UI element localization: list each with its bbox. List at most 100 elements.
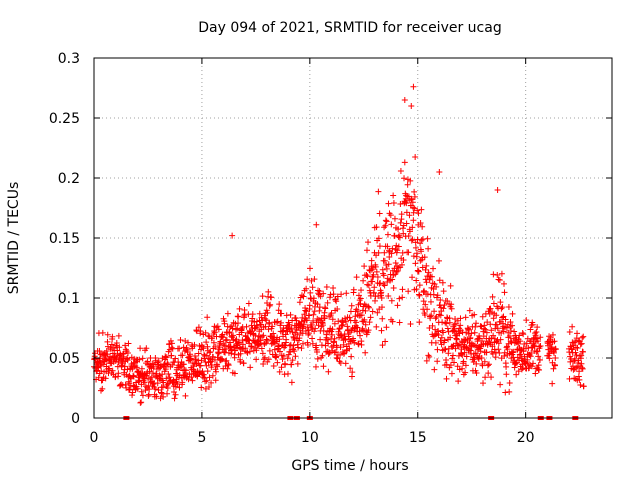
data-point: [276, 301, 283, 308]
y-tick-label: 0.25: [49, 111, 80, 127]
data-point: [298, 345, 305, 352]
data-point: [138, 365, 145, 372]
data-point: [333, 354, 340, 361]
data-point: [499, 304, 506, 311]
data-point: [481, 322, 488, 329]
data-point: [99, 377, 106, 384]
data-point: [266, 347, 273, 354]
data-point: [264, 337, 271, 344]
data-point: [455, 378, 462, 385]
data-point: [310, 311, 317, 318]
data-point: [139, 392, 146, 399]
data-point: [305, 330, 312, 337]
data-point: [418, 237, 425, 244]
data-point: [552, 362, 559, 369]
data-point: [568, 346, 575, 353]
data-point: [572, 349, 579, 356]
data-point: [362, 321, 369, 328]
data-point: [323, 283, 330, 290]
data-point: [376, 243, 383, 250]
data-point: [533, 348, 540, 355]
data-point: [345, 333, 352, 340]
data-point: [549, 331, 556, 338]
data-point: [214, 363, 221, 370]
data-point: [527, 353, 534, 360]
data-point: [95, 374, 102, 381]
data-point: [515, 368, 522, 375]
data-point: [270, 362, 277, 369]
data-point: [275, 307, 282, 314]
data-point: [481, 358, 488, 365]
data-point: [480, 333, 487, 340]
data-point: [466, 307, 473, 314]
data-point: [441, 302, 448, 309]
data-point: [405, 288, 412, 295]
data-point: [168, 340, 175, 347]
data-point: [355, 340, 362, 347]
data-point: [413, 277, 420, 284]
data-point: [382, 217, 389, 224]
data-point: [326, 294, 333, 301]
data-point: [370, 289, 377, 296]
data-point: [376, 210, 383, 217]
data-point: [145, 391, 152, 398]
data-point: [226, 329, 233, 336]
data-point: [207, 349, 214, 356]
data-point: [109, 333, 116, 340]
data-point: [580, 383, 587, 390]
data-point: [483, 329, 490, 336]
data-point: [231, 354, 238, 361]
data-point: [405, 233, 412, 240]
data-point: [300, 293, 307, 300]
data-point: [176, 345, 183, 352]
data-point: [445, 328, 452, 335]
data-point: [304, 342, 311, 349]
data-point: [316, 288, 323, 295]
data-point: [415, 210, 422, 217]
data-point: [580, 333, 587, 340]
data-point: [439, 347, 446, 354]
data-point: [217, 338, 224, 345]
data-point: [416, 291, 423, 298]
data-point: [406, 228, 413, 235]
data-point: [317, 336, 324, 343]
data-point: [395, 243, 402, 250]
data-point: [163, 354, 170, 361]
data-point: [416, 282, 423, 289]
data-point: [343, 290, 350, 297]
data-point: [375, 235, 382, 242]
data-point: [283, 312, 290, 319]
data-point: [473, 360, 480, 367]
data-point: [284, 370, 291, 377]
data-point: [443, 375, 450, 382]
data-point: [566, 349, 573, 356]
data-point: [289, 329, 296, 336]
data-point: [324, 299, 331, 306]
data-point: [246, 348, 253, 355]
data-point: [103, 347, 110, 354]
data-point: [408, 237, 415, 244]
data-point: [242, 345, 249, 352]
data-point: [203, 377, 210, 384]
data-point: [403, 200, 410, 207]
data-point: [396, 234, 403, 241]
data-point: [233, 345, 240, 352]
data-point: [333, 298, 340, 305]
data-point: [240, 360, 247, 367]
data-point: [364, 281, 371, 288]
data-point: [507, 318, 514, 325]
data-point: [313, 342, 320, 349]
data-point: [152, 386, 159, 393]
data-point: [377, 280, 384, 287]
data-point: [528, 363, 535, 370]
data-point: [498, 330, 505, 337]
data-point: [322, 305, 329, 312]
data-point: [457, 315, 464, 322]
data-point: [517, 351, 524, 358]
data-point: [264, 300, 271, 307]
y-tick-label: 0: [71, 411, 80, 427]
data-point: [576, 376, 583, 383]
data-point: [371, 284, 378, 291]
data-point: [293, 317, 300, 324]
data-point: [576, 368, 583, 375]
